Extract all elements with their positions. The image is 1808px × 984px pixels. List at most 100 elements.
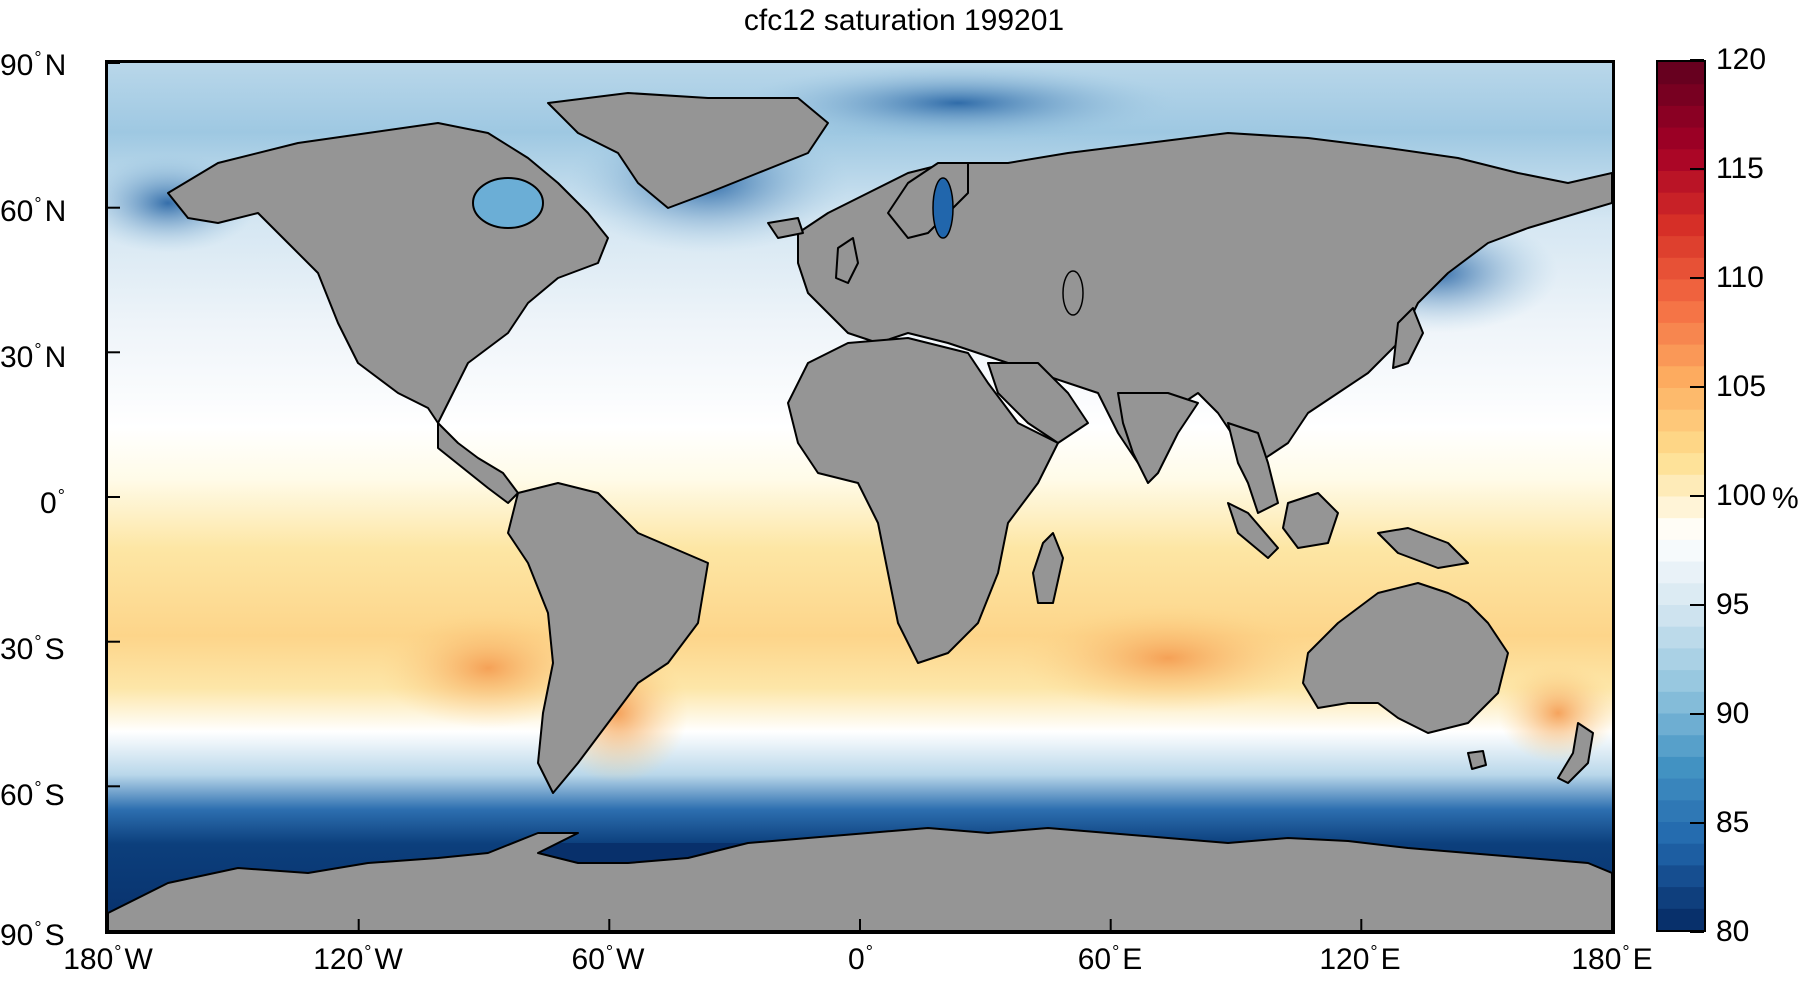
iceland-landmass: [767, 217, 804, 239]
caspian-sea: [1062, 270, 1084, 316]
colorbar-step: [1658, 105, 1704, 128]
hudson-bay: [472, 177, 544, 229]
lat-label-60s: 60° S: [0, 778, 65, 812]
colorbar-step: [1658, 235, 1704, 258]
colorbar-step: [1658, 213, 1704, 237]
colorbar-step: [1658, 496, 1704, 519]
india-landmass: [1117, 392, 1199, 484]
colorbar-step: [1658, 387, 1704, 410]
lon-label-0: 0°: [848, 942, 873, 976]
south-pacific-warm-anomaly: [378, 608, 598, 728]
colorbar-step: [1658, 799, 1704, 822]
colorbar-step: [1658, 279, 1704, 302]
new-zealand-landmass: [1557, 722, 1594, 784]
colorbar-step: [1658, 344, 1704, 367]
colorbar-tick-mark: [1690, 495, 1704, 497]
colorbar-step: [1658, 62, 1704, 85]
australia-landmass: [1302, 582, 1509, 734]
british-isles-landmass: [835, 237, 859, 284]
colorbar-tick-label: 105: [1716, 370, 1767, 403]
colorbar-ramp: [1658, 62, 1704, 930]
colorbar-tick-mark: [1690, 931, 1704, 933]
colorbar-tick-mark: [1690, 604, 1704, 606]
colorbar-step: [1658, 474, 1704, 497]
africa-landmass: [787, 337, 1059, 664]
colorbar-step: [1658, 517, 1704, 540]
colorbar-step: [1658, 886, 1704, 909]
colorbar-step: [1658, 756, 1704, 779]
colorbar-step: [1658, 908, 1704, 930]
lat-label-30s: 30° S: [0, 632, 65, 666]
central-america-landmass: [437, 422, 519, 504]
colorbar-step: [1658, 127, 1704, 150]
south-america-landmass: [507, 482, 709, 794]
lat-label-90s: 90° S: [0, 918, 65, 952]
colorbar-step: [1658, 148, 1704, 171]
lat-label-0: 0°: [40, 486, 65, 520]
colorbar-step: [1658, 734, 1704, 757]
lon-label-120w: 120° W: [313, 942, 403, 976]
colorbar-step: [1658, 170, 1704, 193]
colorbar-step: [1658, 713, 1704, 736]
colorbar-tick-mark: [1690, 822, 1704, 824]
tick-marks: [108, 63, 1363, 931]
borneo-landmass: [1282, 492, 1339, 549]
tasmania-landmass: [1467, 750, 1487, 770]
arctic-cold-anomaly: [738, 63, 1178, 143]
colorbar-tick-mark: [1690, 168, 1704, 170]
colorbar-step: [1658, 821, 1704, 844]
colorbar-tick-label: 80: [1716, 915, 1750, 948]
colorbar-step: [1658, 192, 1704, 215]
lon-label-60e: 60° E: [1077, 942, 1143, 976]
madagascar-landmass: [1032, 532, 1064, 604]
colorbar-step: [1658, 843, 1704, 866]
indian-ocean-warm-anomaly: [1018, 603, 1318, 713]
colorbar-step: [1658, 626, 1704, 649]
colorbar-step: [1658, 322, 1704, 345]
colorbar-tick-mark: [1690, 59, 1704, 61]
eurasia-landmass: [797, 132, 1612, 464]
colorbar-step: [1658, 778, 1704, 801]
colorbar-tick-label: 110: [1716, 261, 1764, 294]
colorbar-tick-label: 95: [1716, 588, 1750, 621]
lon-label-120e: 120° E: [1319, 942, 1401, 976]
colorbar-step: [1658, 409, 1704, 432]
lat-label-90n: 90° N: [0, 48, 67, 82]
arabian-peninsula-landmass: [987, 362, 1089, 444]
southeast-asia-landmass: [1227, 422, 1279, 514]
colorbar-step: [1658, 604, 1704, 627]
lat-label-30n: 30° N: [0, 340, 67, 374]
greenland-landmass: [547, 92, 829, 209]
colorbar-tick-label: 90: [1716, 697, 1750, 730]
colorbar-tick-mark: [1690, 713, 1704, 715]
colorbar-unit: %: [1772, 482, 1799, 515]
colorbar: [1656, 60, 1706, 932]
colorbar-tick-label: 100: [1716, 479, 1767, 512]
colorbar-step: [1658, 647, 1704, 671]
colorbar-tick-label: 85: [1716, 806, 1750, 839]
lon-label-180e: 180° E: [1571, 942, 1653, 976]
colorbar-step: [1658, 691, 1704, 714]
colorbar-step: [1658, 561, 1704, 584]
map-plot-area: [105, 60, 1615, 934]
lat-label-60n: 60° N: [0, 194, 67, 228]
colorbar-step: [1658, 300, 1704, 323]
lon-label-60w: 60° W: [571, 942, 645, 976]
colorbar-step: [1658, 669, 1704, 692]
japan-landmass: [1392, 307, 1424, 369]
new-guinea-landmass: [1377, 527, 1469, 569]
colorbar-step: [1658, 83, 1704, 106]
colorbar-tick-mark: [1690, 277, 1704, 279]
colorbar-tick-label: 120: [1716, 43, 1767, 76]
lon-label-180w: 180° W: [63, 942, 153, 976]
colorbar-tick-mark: [1690, 386, 1704, 388]
colorbar-step: [1658, 582, 1704, 605]
sumatra-landmass: [1227, 502, 1279, 559]
map-title: cfc12 saturation 199201: [743, 4, 1065, 37]
colorbar-step: [1658, 539, 1704, 562]
colorbar-step: [1658, 257, 1704, 280]
colorbar-step: [1658, 430, 1704, 454]
colorbar-tick-label: 115: [1716, 152, 1764, 185]
continents: [108, 92, 1612, 931]
colorbar-step: [1658, 452, 1704, 475]
